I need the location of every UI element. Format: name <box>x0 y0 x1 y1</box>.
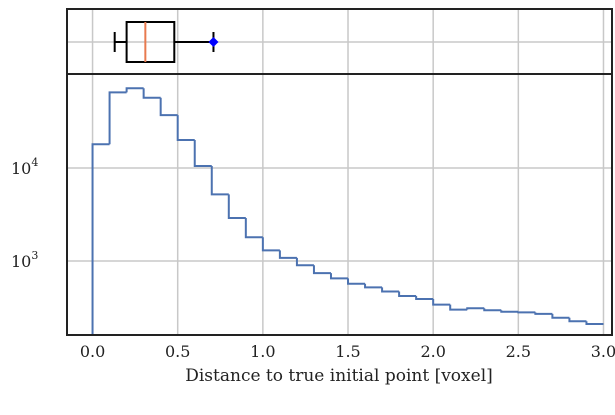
histogram-bin-12 <box>295 257 314 267</box>
histogram-marks <box>91 87 604 335</box>
y-tick-exponent: 4 <box>31 156 38 169</box>
x-tick-label: 1.5 <box>335 342 360 361</box>
boxplot-grid <box>67 9 612 74</box>
histogram-bin-20 <box>432 299 451 306</box>
histogram-bin-28 <box>568 317 587 323</box>
histogram-bin-2 <box>125 87 144 93</box>
x-tick-label: 1.0 <box>250 342 275 361</box>
histogram-bin-9 <box>244 217 263 239</box>
histogram-bin-18 <box>398 291 417 298</box>
histogram-grid <box>67 74 612 335</box>
histogram-bin-24 <box>500 310 519 313</box>
histogram-bin-8 <box>227 194 246 219</box>
x-tick-labels: 0.0 0.5 1.0 1.5 2.0 2.5 3.0 <box>80 342 615 361</box>
y-tick-label: 103 <box>11 249 38 271</box>
histogram-bin-7 <box>210 166 229 196</box>
histogram-bin-14 <box>329 273 349 280</box>
y-tick-exponent: 3 <box>31 249 38 262</box>
y-tick-base: 10 <box>11 159 31 178</box>
histogram-bin-25 <box>517 311 536 314</box>
x-tick-label: 0.5 <box>165 342 190 361</box>
histogram-bin-22 <box>466 307 485 310</box>
histogram-bin-26 <box>534 312 553 315</box>
outlier-marker <box>208 37 219 47</box>
histogram-bin-16 <box>364 283 383 289</box>
y-tick-base: 10 <box>11 252 31 271</box>
histogram-bin-17 <box>381 287 400 293</box>
histogram-bin-21 <box>449 304 468 311</box>
x-tick-label: 0.0 <box>80 342 105 361</box>
x-axis-label: Distance to true initial point [voxel] <box>185 366 493 386</box>
histogram-bin-1 <box>108 91 127 145</box>
boxplot-marks <box>113 21 219 63</box>
histogram-bin-5 <box>176 115 195 142</box>
histogram-bin-23 <box>483 308 502 312</box>
histogram-bin-19 <box>415 296 434 301</box>
histogram-bin-27 <box>551 313 570 319</box>
histogram-bin-13 <box>312 265 331 275</box>
histogram-bin-3 <box>142 88 161 99</box>
boxplot-panel <box>66 8 613 75</box>
histogram-bin-4 <box>159 97 178 117</box>
y-tick-label: 104 <box>11 156 38 178</box>
histogram-bin-11 <box>278 250 297 259</box>
histogram-bin-10 <box>261 237 280 252</box>
histogram-bin-6 <box>193 140 212 168</box>
histogram-bin-29 <box>585 321 604 326</box>
histogram-frame <box>66 73 613 336</box>
x-tick-label: 2.5 <box>506 342 531 361</box>
histogram-bin-15 <box>347 278 366 285</box>
histogram-bin-0 <box>91 143 110 335</box>
x-tick-label: 2.0 <box>420 342 445 361</box>
x-tick-label: 3.0 <box>591 342 615 361</box>
